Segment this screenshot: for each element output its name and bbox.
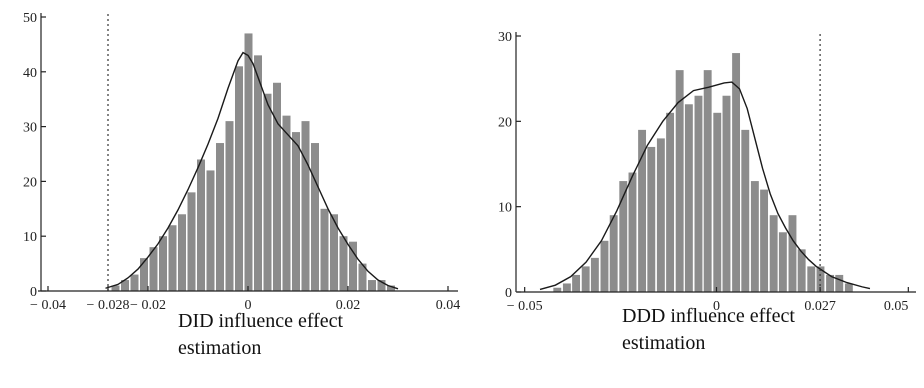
y-tick-label-2: 20 (498, 115, 512, 130)
histogram-bar-18 (282, 115, 291, 291)
histogram-bar-30 (835, 274, 844, 292)
histogram-bar-1 (121, 280, 129, 291)
histogram-bar-27 (368, 280, 376, 291)
caption-line-0: DID influence effect (178, 310, 344, 332)
histogram-bar-31 (844, 283, 853, 292)
histogram-bar-28 (377, 280, 386, 291)
histogram-bar-19 (732, 53, 741, 292)
x-tick-label-1: − 0.028 (87, 298, 130, 313)
caption-line-1: estimation (622, 332, 705, 354)
x-tick-label-0: − 0.05 (507, 299, 543, 314)
histogram-bar-5 (159, 236, 167, 291)
histogram-bar-19 (292, 132, 300, 291)
histogram-bar-12 (225, 121, 234, 292)
x-tick-label-3: 0 (245, 298, 252, 313)
y-tick-label-0: 0 (505, 286, 512, 301)
histogram-bar-24 (778, 232, 787, 292)
histogram-bar-1 (562, 283, 571, 292)
y-tick-label-5: 50 (23, 11, 37, 26)
histogram-bar-20 (301, 121, 310, 292)
histogram-bar-16 (263, 93, 272, 291)
histogram-bar-26 (358, 263, 367, 291)
histogram-bar-8 (187, 192, 196, 291)
histogram-bar-25 (788, 215, 797, 292)
histogram-bar-23 (330, 214, 338, 291)
histogram-bar-17 (713, 112, 722, 292)
histogram-bar-14 (684, 104, 693, 293)
histogram-bar-4 (590, 257, 599, 292)
y-tick-label-2: 20 (23, 175, 37, 190)
histogram-bar-6 (168, 225, 177, 291)
histogram-bar-23 (769, 215, 778, 292)
histogram-bar-25 (349, 241, 357, 291)
histogram-bar-26 (797, 249, 806, 292)
y-tick-label-3: 30 (498, 30, 512, 45)
density-curve (105, 51, 399, 290)
caption-line-1: estimation (178, 337, 261, 359)
histogram-bar-29 (826, 274, 835, 292)
x-tick-label-3: 0.05 (884, 299, 909, 314)
histogram-bar-8 (628, 172, 637, 292)
histogram-bar-11 (216, 143, 224, 291)
histogram-bar-18 (722, 95, 731, 292)
histogram-bar-9 (197, 159, 205, 291)
histogram-bar-9 (638, 129, 647, 292)
histogram-bar-10 (206, 170, 215, 291)
histogram-bar-0 (111, 285, 120, 291)
histogram-bar-12 (666, 112, 675, 292)
y-tick-label-0: 0 (30, 285, 37, 300)
histogram-bar-22 (320, 208, 329, 291)
y-tick-label-1: 10 (498, 201, 512, 216)
did-histogram-chart: 0 10 20 30 40 50 − 0.04 − 0.028− 0.02 0 0.02 0.04 D… (23, 11, 461, 359)
histogram-bar-24 (339, 236, 348, 291)
histogram-bar-4 (149, 247, 158, 291)
y-tick-label-1: 10 (23, 230, 37, 245)
histogram-bar-13 (675, 70, 684, 292)
histogram-bar-2 (130, 274, 139, 291)
density-curve (539, 81, 871, 291)
histogram-bar-14 (244, 33, 253, 291)
histogram-bar-2 (572, 274, 581, 292)
histogram-bar-15 (254, 55, 262, 291)
x-tick-label-0: − 0.04 (30, 298, 66, 313)
histogram-bar-22 (760, 189, 769, 292)
x-tick-label-2: 0.027 (804, 299, 836, 314)
histogram-bar-7 (178, 214, 186, 291)
x-tick-label-1: 0 (713, 299, 720, 314)
histogram-bar-13 (235, 66, 243, 291)
histogram-bar-17 (273, 82, 281, 291)
histogram-bar-27 (807, 266, 816, 292)
caption-line-0: DDD influence effect (622, 305, 795, 327)
histogram-bar-0 (553, 287, 562, 292)
histogram-bar-15 (694, 95, 703, 292)
x-tick-label-5: 0.04 (436, 298, 461, 313)
histogram-bar-3 (581, 266, 590, 292)
histogram-bar-3 (140, 258, 148, 291)
histogram-bar-29 (387, 285, 395, 291)
histogram-bar-6 (609, 215, 618, 292)
histogram-bar-21 (750, 181, 759, 292)
histogram-bar-20 (741, 129, 750, 292)
histogram-bar-7 (619, 181, 628, 292)
x-tick-label-2: − 0.02 (130, 298, 166, 313)
histogram-bar-11 (656, 138, 665, 292)
y-tick-label-4: 40 (23, 66, 37, 81)
x-tick-label-4: 0.02 (336, 298, 361, 313)
histogram-bar-10 (647, 146, 656, 292)
histogram-bar-5 (600, 240, 609, 292)
y-tick-label-3: 30 (23, 121, 37, 136)
histogram-bar-16 (703, 70, 712, 292)
histogram-bar-21 (311, 143, 319, 291)
